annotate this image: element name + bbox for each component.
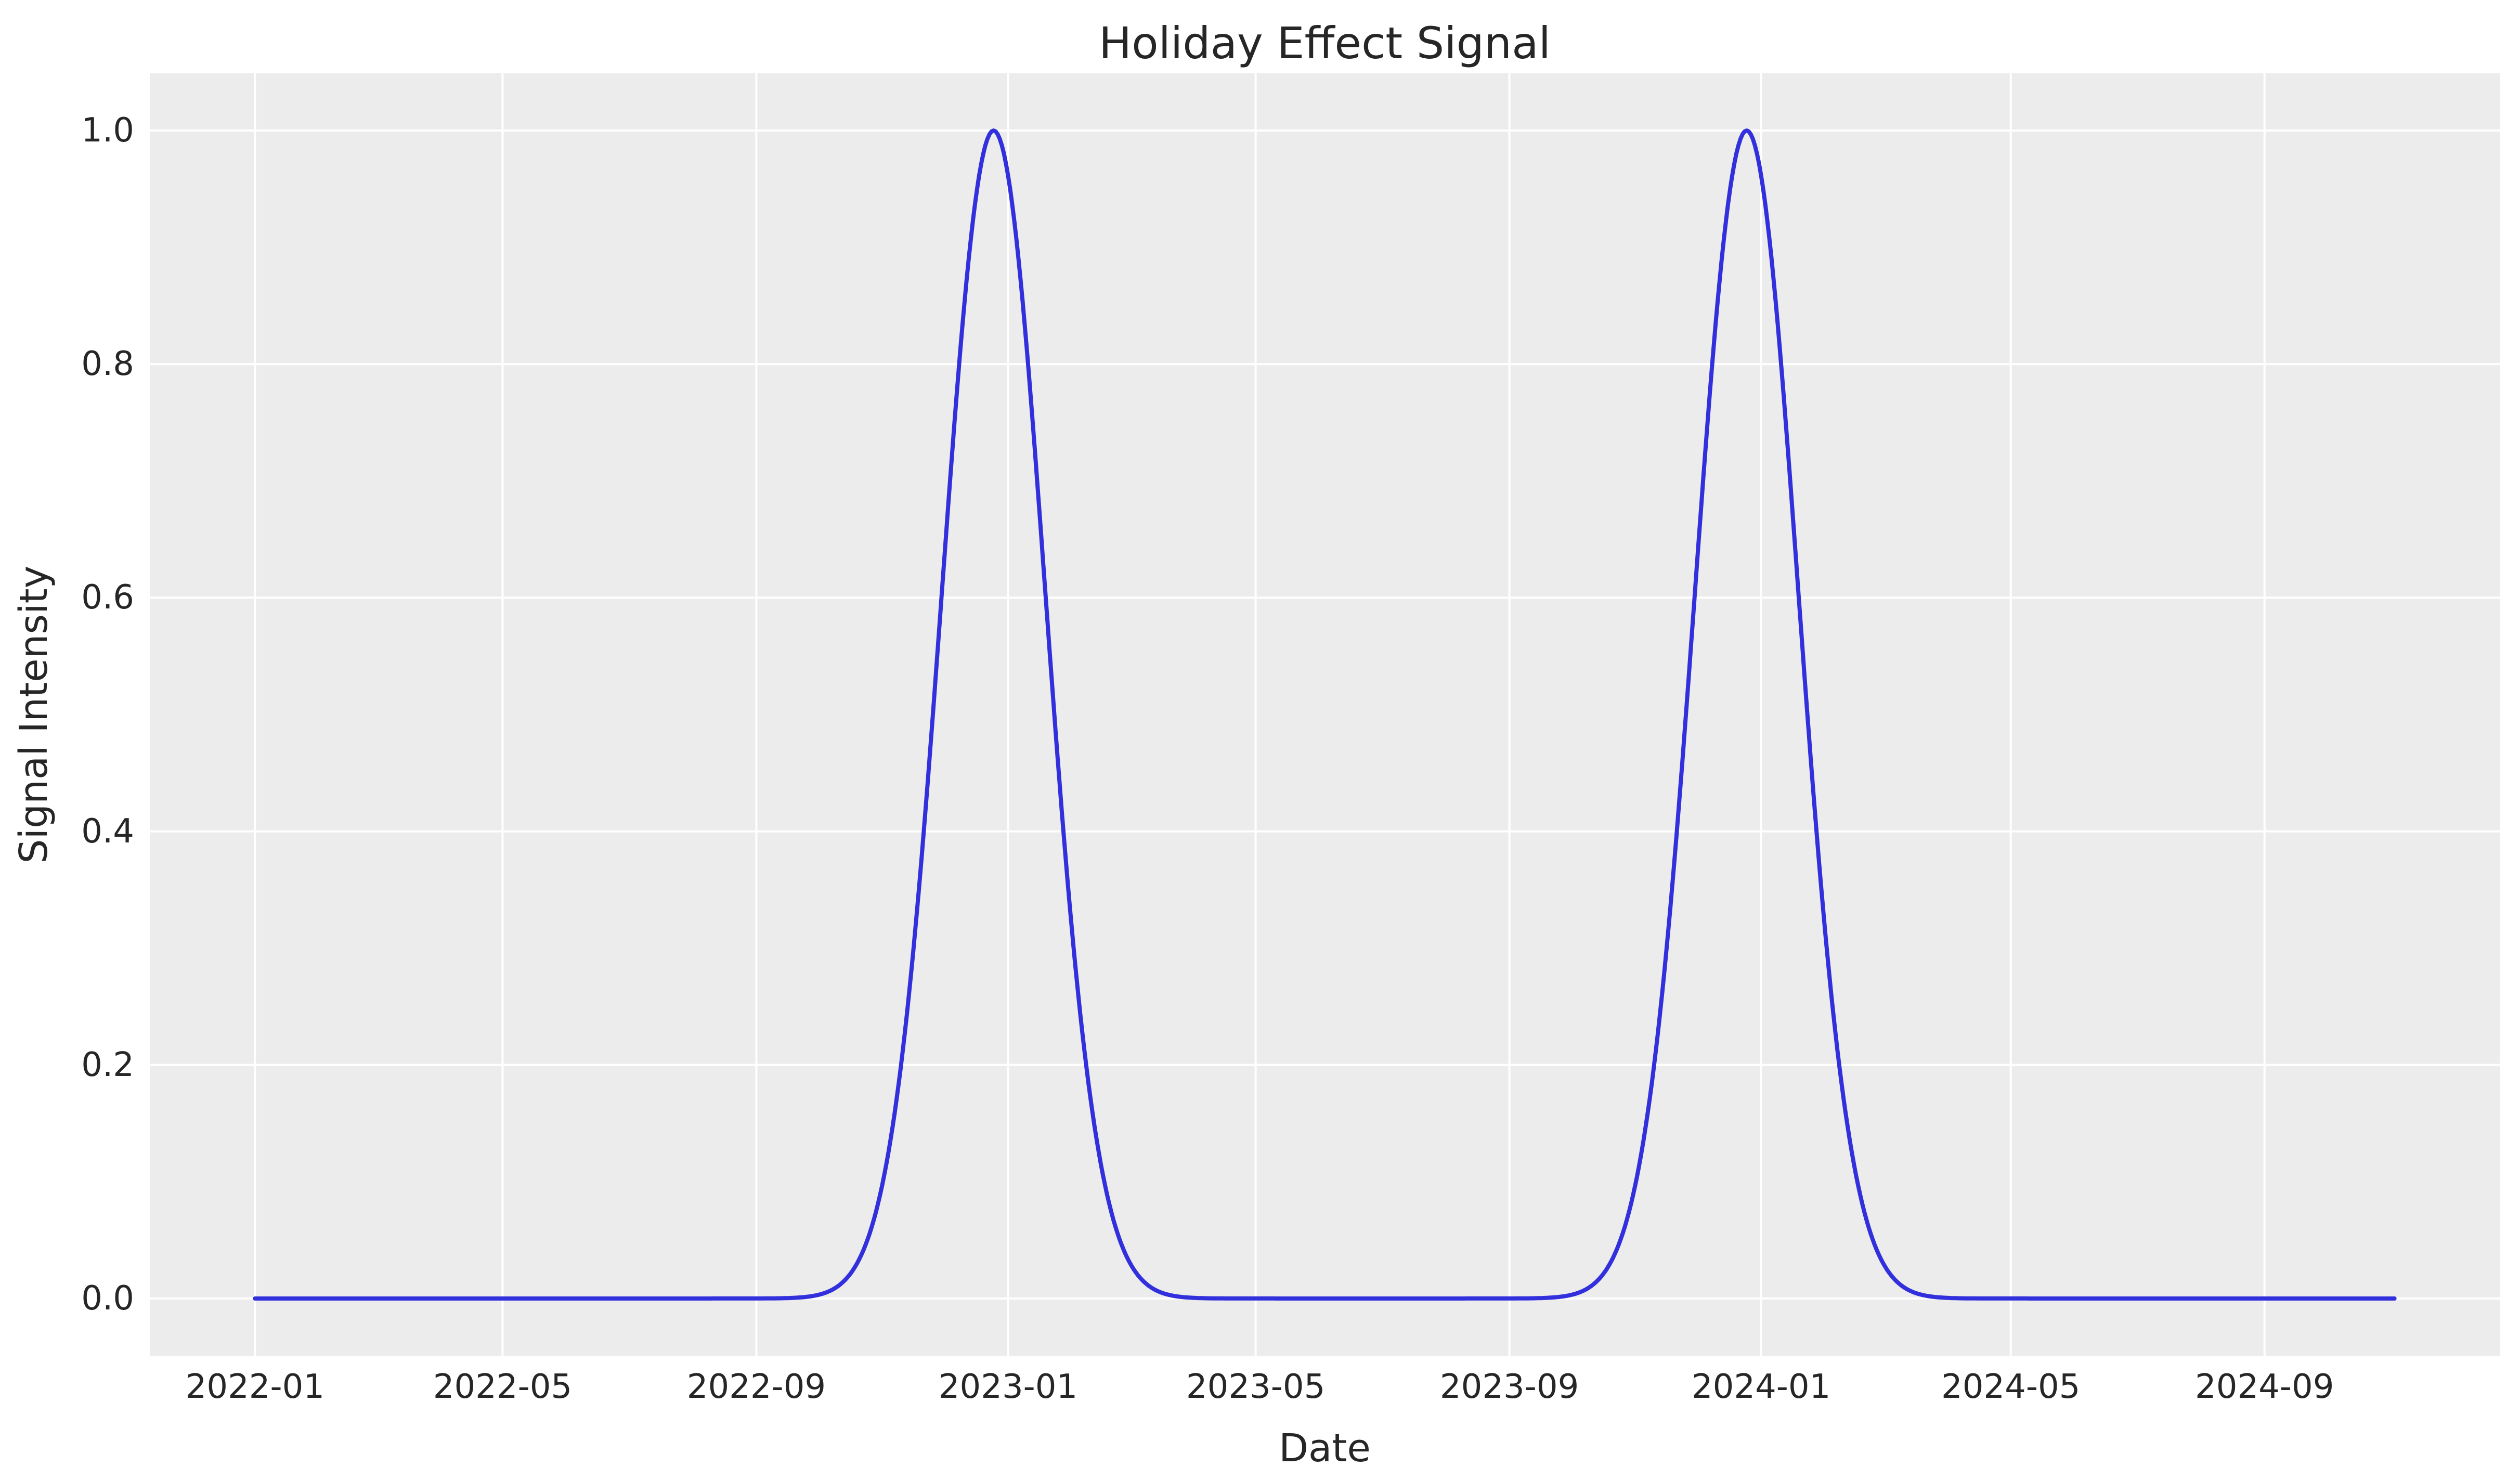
holiday-effect-line xyxy=(253,128,2397,1301)
y-tick-label: 0.0 xyxy=(81,1279,134,1318)
x-tick-label: 2023-01 xyxy=(938,1368,1078,1406)
x-tick-label: 2022-01 xyxy=(185,1368,325,1406)
x-tick-label: 2023-05 xyxy=(1186,1368,1326,1406)
x-tick-label: 2024-05 xyxy=(1941,1368,2081,1406)
y-tick-label: 0.6 xyxy=(81,578,134,617)
x-tick-label: 2024-09 xyxy=(2195,1368,2334,1406)
y-axis-label: Signal Intensity xyxy=(11,565,56,864)
x-tick-label: 2024-01 xyxy=(1691,1368,1831,1406)
plot-area xyxy=(150,73,2500,1356)
y-tick-label: 0.8 xyxy=(81,345,134,384)
y-tick-label: 0.4 xyxy=(81,812,134,851)
chart-title: Holiday Effect Signal xyxy=(1099,18,1551,69)
y-tick-label: 1.0 xyxy=(81,111,134,150)
line-chart-svg xyxy=(150,73,2500,1356)
y-tick-label: 0.2 xyxy=(81,1045,134,1084)
x-tick-label: 2023-09 xyxy=(1439,1368,1579,1406)
x-axis-label: Date xyxy=(1279,1426,1371,1471)
x-tick-label: 2022-09 xyxy=(686,1368,826,1406)
x-tick-label: 2022-05 xyxy=(433,1368,573,1406)
